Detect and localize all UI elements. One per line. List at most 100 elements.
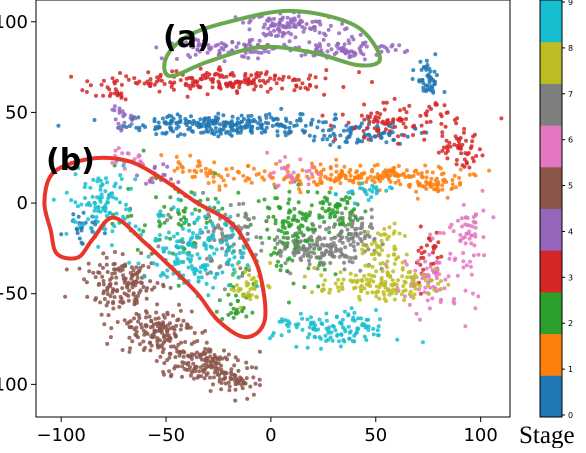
point-stage-0 (223, 120, 228, 125)
point-stage-5 (219, 381, 224, 385)
point-stage-4 (196, 38, 201, 43)
point-stage-2 (220, 206, 225, 211)
point-stage-5 (249, 365, 254, 370)
series-stage-5 (63, 250, 262, 403)
point-stage-3 (323, 76, 328, 81)
point-stage-5 (127, 349, 132, 354)
point-stage-9 (77, 223, 82, 228)
point-stage-9 (206, 293, 211, 298)
point-stage-9 (166, 230, 171, 235)
point-stage-8 (370, 273, 375, 278)
point-stage-8 (374, 294, 379, 299)
point-stage-0 (311, 138, 316, 143)
point-stage-3 (84, 90, 89, 94)
point-stage-9 (103, 206, 108, 211)
point-stage-3 (454, 158, 459, 162)
point-stage-3 (471, 159, 476, 164)
point-stage-8 (302, 274, 307, 279)
point-stage-2 (327, 206, 332, 211)
point-stage-4 (310, 19, 315, 24)
y-tick-label: −50 (0, 284, 28, 305)
point-stage-2 (168, 236, 173, 241)
point-stage-9 (245, 263, 250, 268)
point-stage-1 (180, 169, 185, 174)
point-stage-9 (333, 328, 338, 333)
point-stage-2 (305, 215, 310, 219)
point-stage-7 (322, 252, 327, 257)
point-stage-8 (394, 291, 399, 296)
colorbar-swatch-3 (540, 250, 562, 293)
point-stage-3 (280, 77, 285, 82)
point-stage-5 (152, 285, 157, 290)
point-stage-3 (178, 78, 183, 83)
point-stage-2 (276, 259, 280, 264)
point-stage-0 (433, 52, 438, 57)
point-stage-4 (299, 53, 304, 58)
point-stage-5 (213, 355, 218, 360)
point-stage-1 (219, 175, 224, 179)
point-stage-9 (117, 200, 122, 205)
point-stage-3 (418, 291, 423, 296)
point-stage-0 (156, 120, 161, 125)
point-stage-3 (391, 117, 396, 122)
point-stage-6 (309, 172, 314, 176)
point-stage-0 (387, 133, 392, 138)
point-stage-2 (323, 209, 328, 214)
point-stage-3 (187, 76, 192, 80)
point-stage-3 (107, 94, 112, 98)
point-stage-5 (155, 281, 160, 285)
point-stage-5 (91, 270, 96, 275)
point-stage-0 (237, 121, 242, 126)
point-stage-7 (206, 212, 211, 217)
point-stage-7 (358, 216, 363, 221)
point-stage-5 (155, 302, 160, 307)
point-stage-1 (318, 176, 323, 181)
point-stage-8 (252, 287, 257, 292)
point-stage-0 (262, 128, 267, 133)
point-stage-9 (110, 195, 115, 200)
point-stage-9 (395, 337, 400, 342)
point-stage-4 (230, 40, 235, 45)
point-stage-0 (284, 119, 289, 123)
point-stage-0 (410, 77, 415, 81)
point-stage-3 (401, 121, 406, 126)
point-stage-9 (353, 331, 358, 336)
point-stage-3 (210, 80, 215, 85)
point-stage-2 (291, 281, 296, 286)
point-stage-3 (387, 129, 392, 134)
point-stage-2 (286, 215, 291, 220)
point-stage-6 (290, 176, 295, 181)
point-stage-2 (363, 209, 368, 214)
point-stage-3 (168, 80, 173, 85)
point-stage-9 (369, 195, 374, 200)
point-stage-9 (320, 322, 325, 326)
point-stage-8 (249, 293, 254, 297)
point-stage-3 (286, 75, 291, 80)
point-stage-1 (348, 167, 353, 172)
point-stage-5 (236, 368, 241, 373)
point-stage-0 (256, 121, 261, 126)
point-stage-4 (292, 16, 297, 21)
point-stage-6 (428, 264, 433, 269)
point-stage-3 (186, 83, 191, 88)
point-stage-3 (231, 73, 236, 78)
point-stage-6 (448, 225, 452, 230)
point-stage-3 (69, 74, 74, 79)
point-stage-3 (340, 112, 345, 117)
point-stage-5 (120, 286, 125, 291)
point-stage-1 (172, 168, 177, 173)
point-stage-0 (366, 132, 371, 137)
colorbar-tick-label: 0 (568, 411, 573, 420)
point-stage-8 (375, 289, 380, 294)
point-stage-4 (113, 117, 118, 122)
point-stage-7 (288, 271, 293, 276)
point-stage-8 (400, 274, 405, 279)
point-stage-3 (448, 144, 453, 149)
point-stage-2 (280, 220, 285, 225)
point-stage-5 (223, 375, 228, 380)
point-stage-6 (430, 296, 435, 301)
point-stage-9 (133, 224, 138, 229)
point-stage-0 (243, 125, 248, 130)
point-stage-9 (371, 326, 376, 331)
point-stage-0 (56, 123, 61, 128)
